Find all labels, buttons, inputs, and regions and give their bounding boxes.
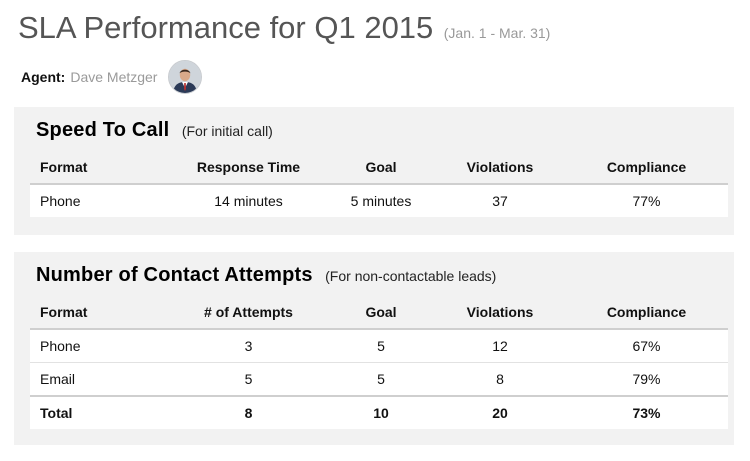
cell-attempts: 3: [170, 329, 327, 363]
page-title: SLA Performance for Q1 2015: [18, 10, 434, 45]
cell-response-time: 14 minutes: [170, 184, 327, 217]
contact-attempts-table: Format # of Attempts Goal Violations Com…: [30, 296, 728, 429]
contact-attempts-heading: Number of Contact Attempts (For non-cont…: [36, 264, 496, 287]
contact-attempts-subtitle: (For non-contactable leads): [325, 268, 497, 284]
agent-row: Agent: Dave Metzger: [21, 60, 203, 94]
cell-compliance: 67%: [565, 329, 728, 363]
speed-to-call-table: Format Response Time Goal Violations Com…: [30, 151, 728, 217]
column-header-violations: Violations: [435, 151, 565, 185]
agent-photo-icon: [169, 61, 202, 93]
cell-violations: 37: [435, 184, 565, 217]
column-header-format: Format: [30, 151, 170, 185]
column-header-response-time: Response Time: [170, 151, 327, 185]
contact-attempts-table-wrap: Format # of Attempts Goal Violations Com…: [30, 296, 728, 429]
cell-format: Phone: [30, 184, 170, 217]
cell-goal: 5: [327, 362, 435, 397]
cell-format: Phone: [30, 329, 170, 363]
column-header-violations: Violations: [435, 296, 565, 330]
cell-compliance: 79%: [565, 362, 728, 397]
total-attempts: 8: [170, 395, 327, 429]
cell-compliance: 77%: [565, 184, 728, 217]
column-header-attempts: # of Attempts: [170, 296, 327, 330]
table-header-row: Format # of Attempts Goal Violations Com…: [30, 296, 728, 330]
total-compliance: 73%: [565, 395, 728, 429]
table-row: Phone 3 5 12 67%: [30, 329, 728, 363]
title-row: SLA Performance for Q1 2015 (Jan. 1 - Ma…: [18, 10, 550, 46]
total-violations: 20: [435, 395, 565, 429]
column-header-compliance: Compliance: [565, 151, 728, 185]
table-row: Phone 14 minutes 5 minutes 37 77%: [30, 184, 728, 217]
agent-label: Agent:: [21, 69, 66, 85]
column-header-goal: Goal: [327, 151, 435, 185]
column-header-compliance: Compliance: [565, 296, 728, 330]
cell-violations: 8: [435, 362, 565, 397]
speed-to-call-table-wrap: Format Response Time Goal Violations Com…: [30, 151, 728, 217]
date-range: (Jan. 1 - Mar. 31): [443, 25, 551, 41]
speed-to-call-panel: Speed To Call (For initial call) Format …: [14, 107, 734, 235]
total-goal: 10: [327, 395, 435, 429]
avatar: [168, 60, 203, 94]
contact-attempts-title: Number of Contact Attempts: [36, 264, 313, 286]
column-header-goal: Goal: [327, 296, 435, 330]
table-header-row: Format Response Time Goal Violations Com…: [30, 151, 728, 185]
total-row: Total 8 10 20 73%: [30, 395, 728, 429]
speed-to-call-subtitle: (For initial call): [181, 123, 273, 139]
total-label: Total: [30, 395, 170, 429]
speed-to-call-title: Speed To Call: [36, 119, 170, 141]
speed-to-call-heading: Speed To Call (For initial call): [36, 119, 273, 142]
table-row: Email 5 5 8 79%: [30, 362, 728, 397]
cell-goal: 5 minutes: [327, 184, 435, 217]
cell-goal: 5: [327, 329, 435, 363]
contact-attempts-panel: Number of Contact Attempts (For non-cont…: [14, 252, 734, 445]
cell-attempts: 5: [170, 362, 327, 397]
agent-name: Dave Metzger: [70, 69, 158, 85]
cell-violations: 12: [435, 329, 565, 363]
column-header-format: Format: [30, 296, 170, 330]
cell-format: Email: [30, 362, 170, 397]
